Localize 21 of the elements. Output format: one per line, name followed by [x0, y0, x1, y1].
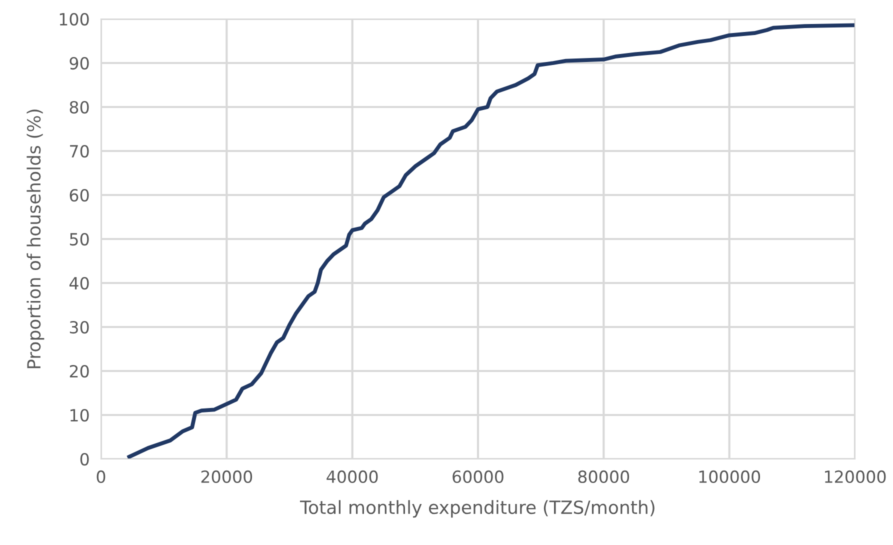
y-tick-label: 90 — [70, 56, 89, 70]
y-tick-label: 60 — [70, 188, 89, 202]
x-tick-label: 60000 — [452, 470, 504, 484]
y-tick-label: 20 — [70, 364, 89, 378]
x-tick-label: 0 — [96, 470, 106, 484]
y-axis-title: Proportion of households (%) — [26, 110, 44, 368]
y-tick-label: 30 — [70, 320, 89, 334]
y-tick-label: 100 — [60, 12, 89, 26]
x-tick-label: 100000 — [699, 470, 760, 484]
y-tick-label: 10 — [70, 408, 89, 422]
y-tick-label: 80 — [70, 100, 89, 114]
line-series — [127, 23, 855, 459]
y-tick-label: 0 — [80, 452, 89, 466]
y-tick-label: 40 — [69, 276, 89, 290]
x-axis-title: Total monthly expenditure (TZS/month) — [300, 500, 654, 518]
y-tick-label: 70 — [70, 144, 89, 158]
x-tick-label: 20000 — [201, 470, 252, 484]
x-tick-label: 40000 — [326, 470, 378, 484]
y-tick-label: 50 — [70, 232, 89, 246]
x-tick-label: 80000 — [578, 470, 630, 484]
x-tick-label: 120000 — [825, 470, 886, 484]
